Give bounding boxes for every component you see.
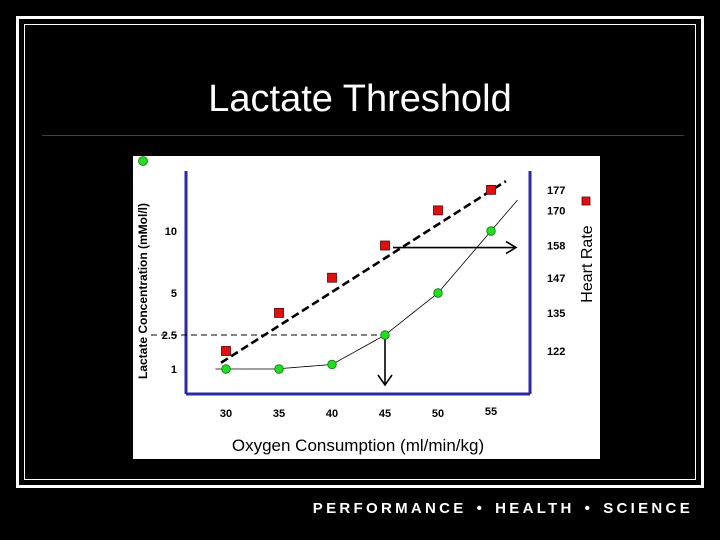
footer-health: HEALTH [495, 500, 575, 517]
footer-separator: • [584, 500, 594, 517]
slide-footer: PERFORMANCE • HEALTH • SCIENCE [0, 500, 693, 517]
right-y-tick-label: 122 [547, 346, 565, 358]
x-tick-label: 35 [273, 408, 285, 420]
x-tick-label: 55 [485, 406, 497, 418]
lactate-heart-rate-chart: Oxygen Consumption (ml/min/kg) Lactate C… [136, 156, 596, 455]
slide-outer-frame [16, 16, 704, 488]
heart-rate-point [486, 184, 496, 195]
lactate-point [433, 288, 443, 298]
heart-rate-legend-marker [581, 196, 591, 206]
footer-performance: PERFORMANCE [312, 500, 467, 517]
slide-title: Lactate Threshold [208, 78, 512, 120]
footer-separator: • [476, 500, 486, 517]
right-arrow-head [505, 240, 518, 255]
heart-rate-point [380, 240, 390, 251]
lactate-point [380, 330, 390, 340]
x-tick-label: 45 [379, 408, 391, 420]
right-y-tick-label: 177 [547, 185, 565, 197]
slide-inner-frame [24, 24, 696, 480]
right-y-tick-label: 158 [547, 241, 565, 253]
chart-panel: Oxygen Consumption (ml/min/kg) Lactate C… [133, 156, 600, 459]
lactate-trend-curve [215, 199, 518, 370]
lactate-point [274, 364, 284, 374]
down-arrow-head [377, 374, 393, 387]
x-tick-label: 30 [220, 408, 232, 420]
left-y-tick-label: 2.5 [162, 330, 177, 342]
lactate-point [327, 359, 337, 370]
x-tick-label: 40 [326, 408, 338, 420]
x-tick-label: 50 [432, 408, 444, 420]
heart-rate-point [433, 205, 443, 216]
right-y-tick-label: 170 [547, 205, 565, 217]
heart-rate-point [221, 346, 231, 356]
heart-rate-point [274, 308, 284, 318]
right-y-tick-label: 135 [547, 308, 565, 320]
left-y-tick-label: 10 [165, 226, 177, 238]
lactate-point [221, 364, 231, 374]
lactate-legend-marker [138, 156, 148, 166]
footer-science: SCIENCE [603, 500, 693, 517]
lactate-point [486, 226, 496, 236]
left-y-axis-label: Lactate Concentration (mMol/l) [136, 203, 150, 379]
right-y-axis-label: Heart Rate [579, 225, 596, 302]
x-axis-label: Oxygen Consumption (ml/min/kg) [232, 436, 484, 455]
left-y-tick-label: 5 [171, 288, 177, 300]
heart-rate-trend-line [220, 179, 507, 364]
right-y-tick-label: 147 [547, 273, 565, 285]
left-y-tick-label: 1 [171, 364, 177, 376]
heart-rate-point [327, 272, 337, 283]
title-divider [42, 135, 684, 136]
